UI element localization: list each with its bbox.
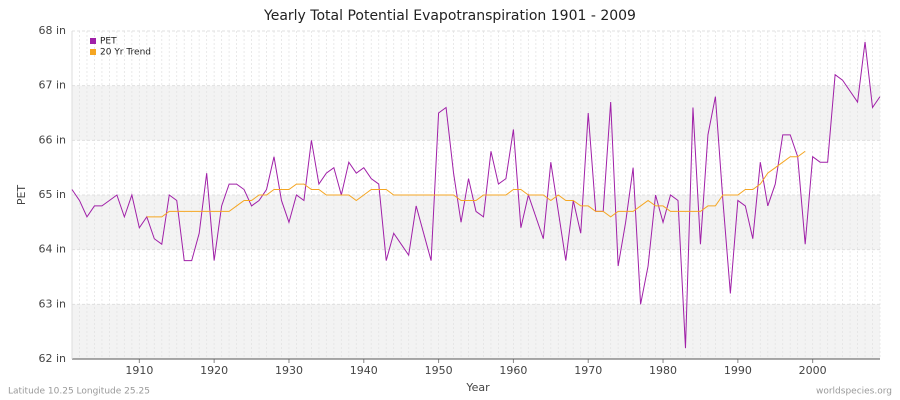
x-tick-label: 2000: [799, 364, 827, 377]
y-tick-label: 63 in: [38, 297, 66, 310]
y-tick-label: 66 in: [38, 133, 66, 146]
x-tick-label: 1940: [350, 364, 378, 377]
chart-title: Yearly Total Potential Evapotranspiratio…: [263, 8, 636, 24]
x-axis-label: Year: [465, 381, 490, 394]
footer-right: worldspecies.org: [816, 387, 892, 397]
y-axis-label: PET: [15, 185, 28, 206]
x-tick-label: 1980: [649, 364, 677, 377]
legend-label: 20 Yr Trend: [100, 48, 151, 58]
legend-swatch: [90, 38, 96, 44]
footer-left: Latitude 10.25 Longitude 25.25: [8, 387, 150, 397]
x-tick-label: 1960: [499, 364, 527, 377]
x-tick-label: 1920: [200, 364, 228, 377]
x-tick-label: 1910: [125, 364, 153, 377]
series-line: [146, 150, 806, 218]
x-tick-label: 1950: [425, 364, 453, 377]
y-tick-label: 67 in: [38, 79, 66, 92]
legend-swatch: [90, 49, 96, 55]
x-tick-label: 1990: [724, 364, 752, 377]
y-tick-label: 62 in: [38, 352, 66, 365]
x-tick-label: 1930: [275, 364, 303, 377]
x-tick-label: 1970: [574, 364, 602, 377]
series-line: [71, 41, 881, 349]
y-tick-label: 64 in: [38, 243, 66, 256]
y-tick-label: 65 in: [38, 188, 66, 201]
legend-label: PET: [100, 37, 117, 47]
y-tick-label: 68 in: [38, 24, 66, 37]
